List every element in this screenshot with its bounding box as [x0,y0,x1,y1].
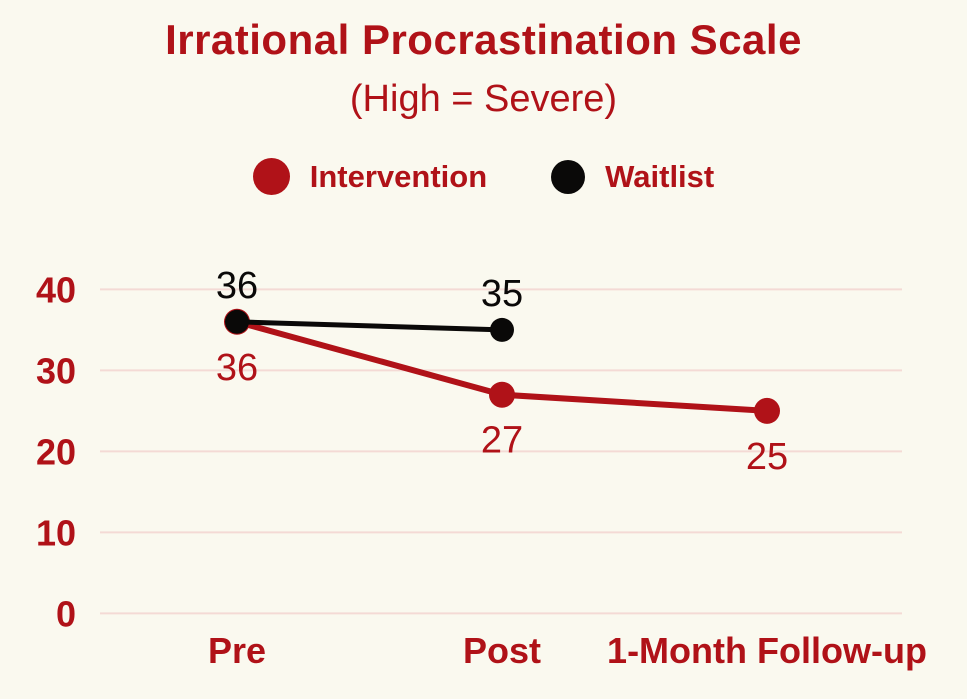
ytick-label-10: 10 [36,512,76,553]
xtick-label-pre: Pre [208,630,266,671]
value-label-intervention-post: 27 [481,420,523,462]
legend-item-waitlist: Waitlist [551,159,714,195]
xtick-label-1-month-follow-up: 1-Month Follow-up [607,630,927,671]
chart-title: Irrational Procrastination Scale [165,16,802,63]
value-label-waitlist-pre: 36 [216,265,258,307]
legend-label-intervention: Intervention [309,158,488,194]
intervention-dot-icon [252,158,290,195]
chart-header: Irrational Procrastination Scale (High =… [0,0,967,121]
legend: Intervention Waitlist [0,158,967,195]
point-waitlist-post [490,317,514,342]
chart-subtitle: (High = Severe) [349,78,618,120]
ytick-label-0: 0 [56,593,76,634]
legend-item-intervention: Intervention [252,158,488,195]
value-label-intervention-pre: 36 [216,347,258,389]
ytick-label-20: 20 [36,431,76,472]
point-intervention-1-month-follow-up [754,397,780,424]
ytick-label-40: 40 [36,269,76,310]
point-waitlist-pre [225,309,249,334]
value-label-intervention-1-month-follow-up: 25 [746,436,788,478]
series-line-waitlist [234,319,505,333]
point-intervention-post [489,381,515,408]
legend-label-waitlist: Waitlist [605,158,715,194]
xtick-label-post: Post [463,630,541,671]
value-label-waitlist-post: 35 [481,273,523,315]
waitlist-dot-icon [551,159,586,194]
ytick-label-30: 30 [36,350,76,391]
